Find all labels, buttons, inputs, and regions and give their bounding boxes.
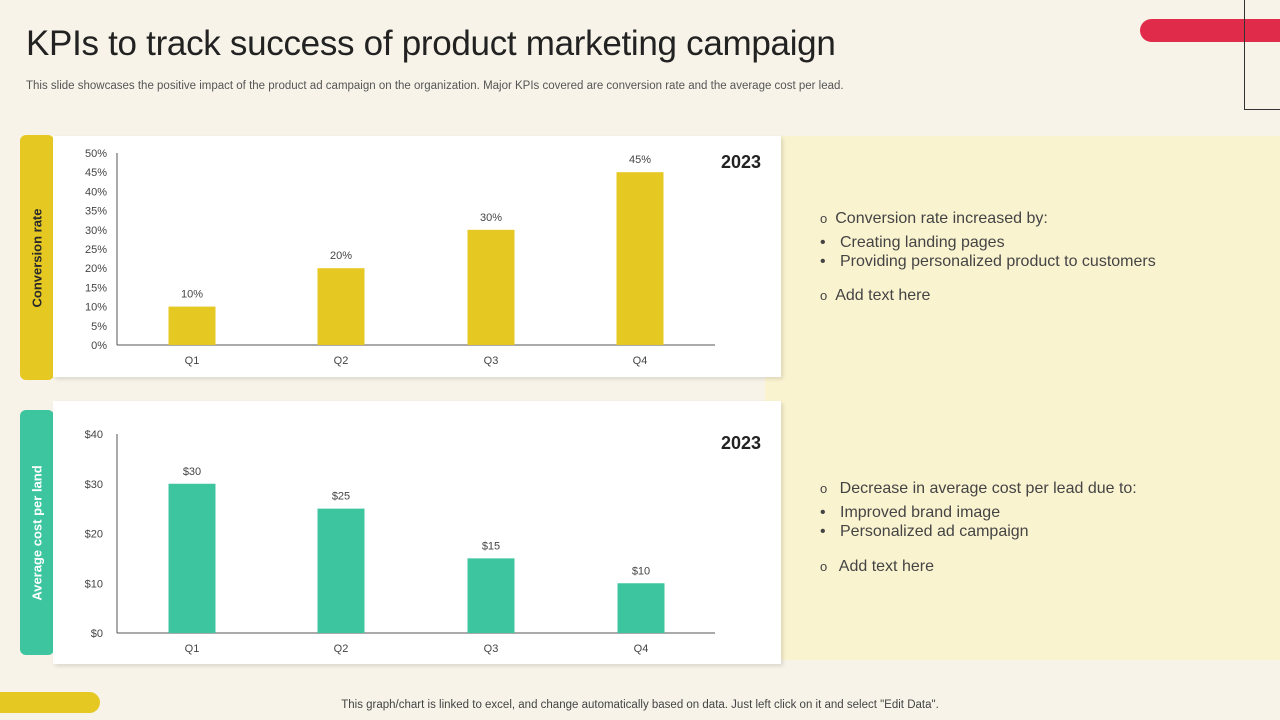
bullet-dot-icon: • (820, 234, 826, 251)
y-tick-label: 45% (85, 167, 107, 179)
data-label: 45% (629, 154, 651, 166)
bar (467, 558, 515, 633)
circle-bullet-icon: o (820, 559, 828, 574)
bullet-dot-icon: • (820, 253, 826, 270)
avg-cost-card: 2023 $0 $10 $20 $30 $40 $30 Q1 $25 Q2 $15 Q3 $10 Q4 (53, 401, 781, 664)
footer-note: This graph/chart is linked to excel, and… (341, 699, 939, 711)
bar (617, 583, 665, 633)
y-tick-label: 15% (85, 282, 107, 294)
y-tick-label: 10% (85, 302, 107, 314)
y-tick-label: $30 (85, 479, 103, 491)
x-tick-label: Q2 (334, 355, 349, 367)
notes-panel (765, 136, 1280, 660)
conversion-rate-tab-label: Conversion rate (29, 208, 45, 307)
y-tick-label: $20 (85, 529, 103, 541)
notes-cost-bullet: • Personalized ad campaign (820, 523, 1029, 540)
y-tick-label: 50% (85, 148, 107, 160)
x-tick-label: Q3 (484, 643, 499, 655)
y-tick-label: $40 (85, 429, 103, 441)
avg-cost-chart: $0 $10 $20 $30 $40 $30 Q1 $25 Q2 $15 Q3 $10 Q4 (85, 429, 715, 655)
y-tick-label: 25% (85, 244, 107, 256)
y-tick-label: $0 (91, 628, 103, 640)
y-tick-label: 30% (85, 225, 107, 237)
conversion-rate-chart: 0% 5% 10% 15% 20% 25% 30% 35% 40% 45% 50% 10% Q1 20% Q… (85, 148, 715, 367)
bar (168, 483, 216, 633)
bar (317, 268, 365, 345)
data-label: 30% (480, 212, 502, 224)
bar (467, 229, 515, 345)
bullet-dot-icon: • (820, 504, 826, 521)
y-tick-label: 20% (85, 263, 107, 275)
bar (317, 508, 365, 633)
conversion-rate-tab: Conversion rate (20, 135, 54, 380)
x-tick-label: Q1 (185, 355, 200, 367)
page-title: KPIs to track success of product marketi… (26, 24, 836, 63)
notes-cost-bullet: • Improved brand image (820, 504, 1001, 521)
circle-bullet-icon: o (820, 288, 828, 303)
circle-bullet-icon: o (820, 211, 828, 226)
notes-conversion-extra: o Add text here (820, 287, 931, 304)
x-tick-label: Q1 (185, 643, 200, 655)
avg-cost-tab-label: Average cost per land (29, 464, 45, 601)
y-tick-label: 35% (85, 206, 107, 218)
x-tick-label: Q2 (334, 643, 349, 655)
data-label: 10% (181, 289, 203, 301)
notes-cost-heading: o Decrease in average cost per lead due … (820, 480, 1137, 497)
y-tick-label: 5% (91, 321, 107, 333)
data-label: 20% (330, 250, 352, 262)
x-tick-label: Q4 (633, 355, 648, 367)
decor-yellow-pill (0, 692, 100, 713)
data-label: $25 (332, 491, 350, 503)
page-subtitle: This slide showcases the positive impact… (26, 80, 844, 92)
data-label: $10 (632, 565, 650, 577)
conversion-rate-year: 2023 (720, 152, 761, 172)
bar (168, 306, 216, 345)
data-label: $15 (482, 540, 500, 552)
y-tick-label: $10 (85, 578, 103, 590)
bar (616, 172, 664, 345)
decor-red-pill (1140, 19, 1280, 42)
conversion-rate-card: 2023 0% 5% 10% 15% 20% 25% 30% 35% 40% 45% 50% 10% Q… (53, 136, 781, 377)
y-tick-label: 0% (91, 340, 107, 352)
avg-cost-year: 2023 (720, 433, 761, 453)
x-tick-label: Q4 (634, 643, 649, 655)
avg-cost-tab: Average cost per land (20, 410, 54, 655)
y-tick-label: 40% (85, 186, 107, 198)
decor-frame (1244, 0, 1280, 110)
bullet-dot-icon: • (820, 523, 826, 540)
notes-conversion-bullet: • Providing personalized product to custo… (820, 253, 1156, 270)
data-label: $30 (183, 466, 201, 478)
notes-conversion-bullet: • Creating landing pages (820, 234, 1005, 251)
circle-bullet-icon: o (820, 481, 828, 496)
notes-conversion-heading: o Conversion rate increased by: (820, 210, 1048, 227)
x-tick-label: Q3 (484, 355, 499, 367)
notes-cost-extra: o Add text here (820, 558, 934, 575)
